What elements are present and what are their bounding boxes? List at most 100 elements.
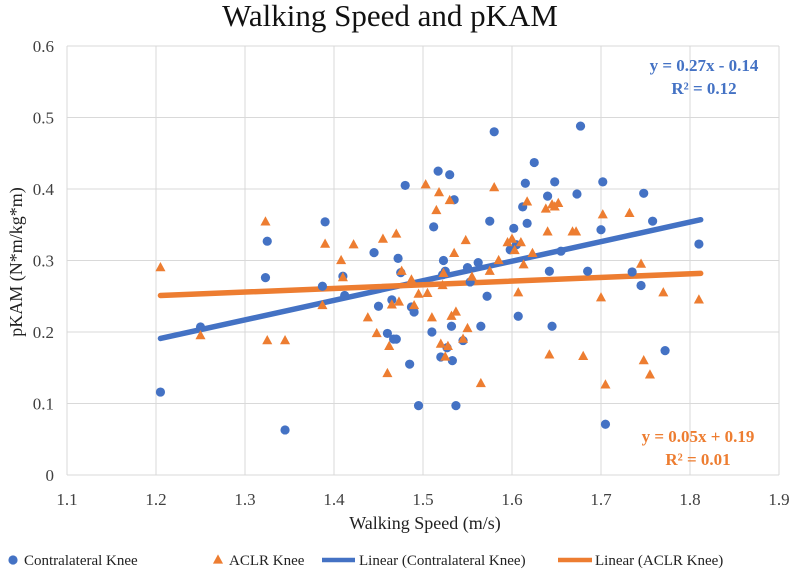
point-aclr xyxy=(450,306,461,316)
point-aclr xyxy=(449,247,460,257)
x-tick-label: 1.4 xyxy=(323,490,345,509)
point-aclr xyxy=(506,233,518,243)
point-contralateral xyxy=(280,425,290,435)
point-aclr xyxy=(195,329,206,340)
legend-label-linear-contralateral[interactable]: Linear (Contralateral Knee) xyxy=(359,553,526,569)
point-aclr xyxy=(280,334,291,345)
point-aclr xyxy=(384,340,395,350)
x-tick-label: 1.9 xyxy=(768,490,789,509)
point-aclr xyxy=(433,186,445,197)
r2-contralateral: R² = 0.12 xyxy=(671,79,736,98)
point-contralateral xyxy=(262,236,272,246)
point-aclr xyxy=(600,379,611,389)
point-aclr xyxy=(636,258,647,268)
legend-label-linear-aclr[interactable]: Linear (ACLR Knee) xyxy=(595,553,723,569)
point-aclr xyxy=(435,338,446,348)
point-contralateral xyxy=(462,263,473,273)
x-tick-label: 1.5 xyxy=(412,490,433,509)
point-contralateral xyxy=(639,188,649,198)
point-contralateral xyxy=(473,258,483,268)
point-contralateral xyxy=(485,216,495,226)
y-tick-label: 0 xyxy=(46,466,55,485)
point-contralateral xyxy=(382,328,392,339)
point-contralateral xyxy=(317,281,328,291)
x-tick-label: 1.1 xyxy=(56,490,77,509)
point-aclr xyxy=(644,369,655,379)
y-tick-label: 0.4 xyxy=(33,180,55,199)
point-aclr xyxy=(542,226,553,236)
axes: 0 0.1 0.2 0.3 0.4 0.5 0.6 1.1 1.2 1.3 1.4 1.5 1.6 1.7… xyxy=(33,37,790,509)
point-contralateral xyxy=(509,223,519,233)
point-contralateral xyxy=(489,127,499,137)
point-aclr xyxy=(413,288,424,298)
point-aclr xyxy=(442,340,453,350)
point-aclr xyxy=(624,207,635,217)
point-contralateral xyxy=(446,321,457,331)
point-aclr xyxy=(518,259,529,269)
point-contralateral xyxy=(543,191,553,201)
point-aclr xyxy=(420,179,431,189)
x-tick-label: 1.3 xyxy=(234,490,255,509)
legend[interactable]: Contralateral Knee ACLR Knee Linear (Contr… xyxy=(8,553,723,569)
point-aclr xyxy=(260,216,271,226)
y-tick-label: 0.3 xyxy=(33,252,54,271)
trendlines xyxy=(157,216,704,342)
point-aclr xyxy=(578,350,589,360)
point-aclr xyxy=(438,267,449,278)
point-aclr xyxy=(382,367,393,378)
point-contralateral xyxy=(413,401,424,411)
point-aclr xyxy=(444,194,455,205)
legend-marker-aclr xyxy=(212,554,224,564)
equation-contralateral: y = 0.27x - 0.14 xyxy=(650,56,759,75)
point-aclr xyxy=(262,334,273,345)
point-contralateral xyxy=(522,218,532,228)
point-contralateral xyxy=(405,359,415,369)
legend-label-aclr[interactable]: ACLR Knee xyxy=(229,553,305,569)
point-aclr xyxy=(437,279,448,290)
point-aclr xyxy=(553,197,564,207)
chart-title: Walking Speed and pKAM xyxy=(222,0,558,33)
point-aclr xyxy=(362,312,373,322)
point-contralateral xyxy=(544,266,554,276)
point-aclr xyxy=(317,299,328,310)
point-contralateral xyxy=(648,216,658,226)
y-tick-label: 0.6 xyxy=(33,37,54,56)
point-aclr xyxy=(155,262,166,272)
point-aclr xyxy=(522,196,533,206)
point-aclr xyxy=(466,271,477,281)
point-aclr xyxy=(527,247,538,257)
point-aclr xyxy=(460,234,471,245)
point-aclr xyxy=(658,287,669,297)
x-tick-label: 1.6 xyxy=(501,490,522,509)
point-contralateral xyxy=(596,225,606,235)
point-aclr xyxy=(396,265,407,275)
point-aclr xyxy=(693,294,704,304)
point-aclr xyxy=(426,312,437,322)
point-contralateral xyxy=(391,334,401,344)
point-aclr xyxy=(638,355,649,365)
point-contralateral xyxy=(476,321,486,331)
point-contralateral xyxy=(572,189,582,199)
point-aclr xyxy=(409,299,420,310)
trendline-contralateral xyxy=(157,216,704,342)
point-contralateral xyxy=(320,217,330,227)
point-aclr xyxy=(320,238,331,248)
point-contralateral xyxy=(583,266,593,276)
point-aclr xyxy=(489,181,500,192)
point-aclr xyxy=(393,296,405,306)
point-aclr xyxy=(571,226,582,236)
point-contralateral xyxy=(369,248,379,258)
legend-label-contralateral[interactable]: Contralateral Knee xyxy=(24,553,138,569)
point-contralateral xyxy=(429,222,439,232)
point-contralateral xyxy=(660,345,670,356)
point-contralateral xyxy=(575,121,586,131)
point-contralateral xyxy=(482,291,492,301)
point-contralateral xyxy=(520,178,530,188)
x-axis-title: Walking Speed (m/s) xyxy=(349,513,501,534)
point-aclr xyxy=(595,292,607,302)
point-contralateral xyxy=(195,322,206,332)
point-contralateral xyxy=(556,246,566,256)
point-contralateral xyxy=(400,180,410,191)
